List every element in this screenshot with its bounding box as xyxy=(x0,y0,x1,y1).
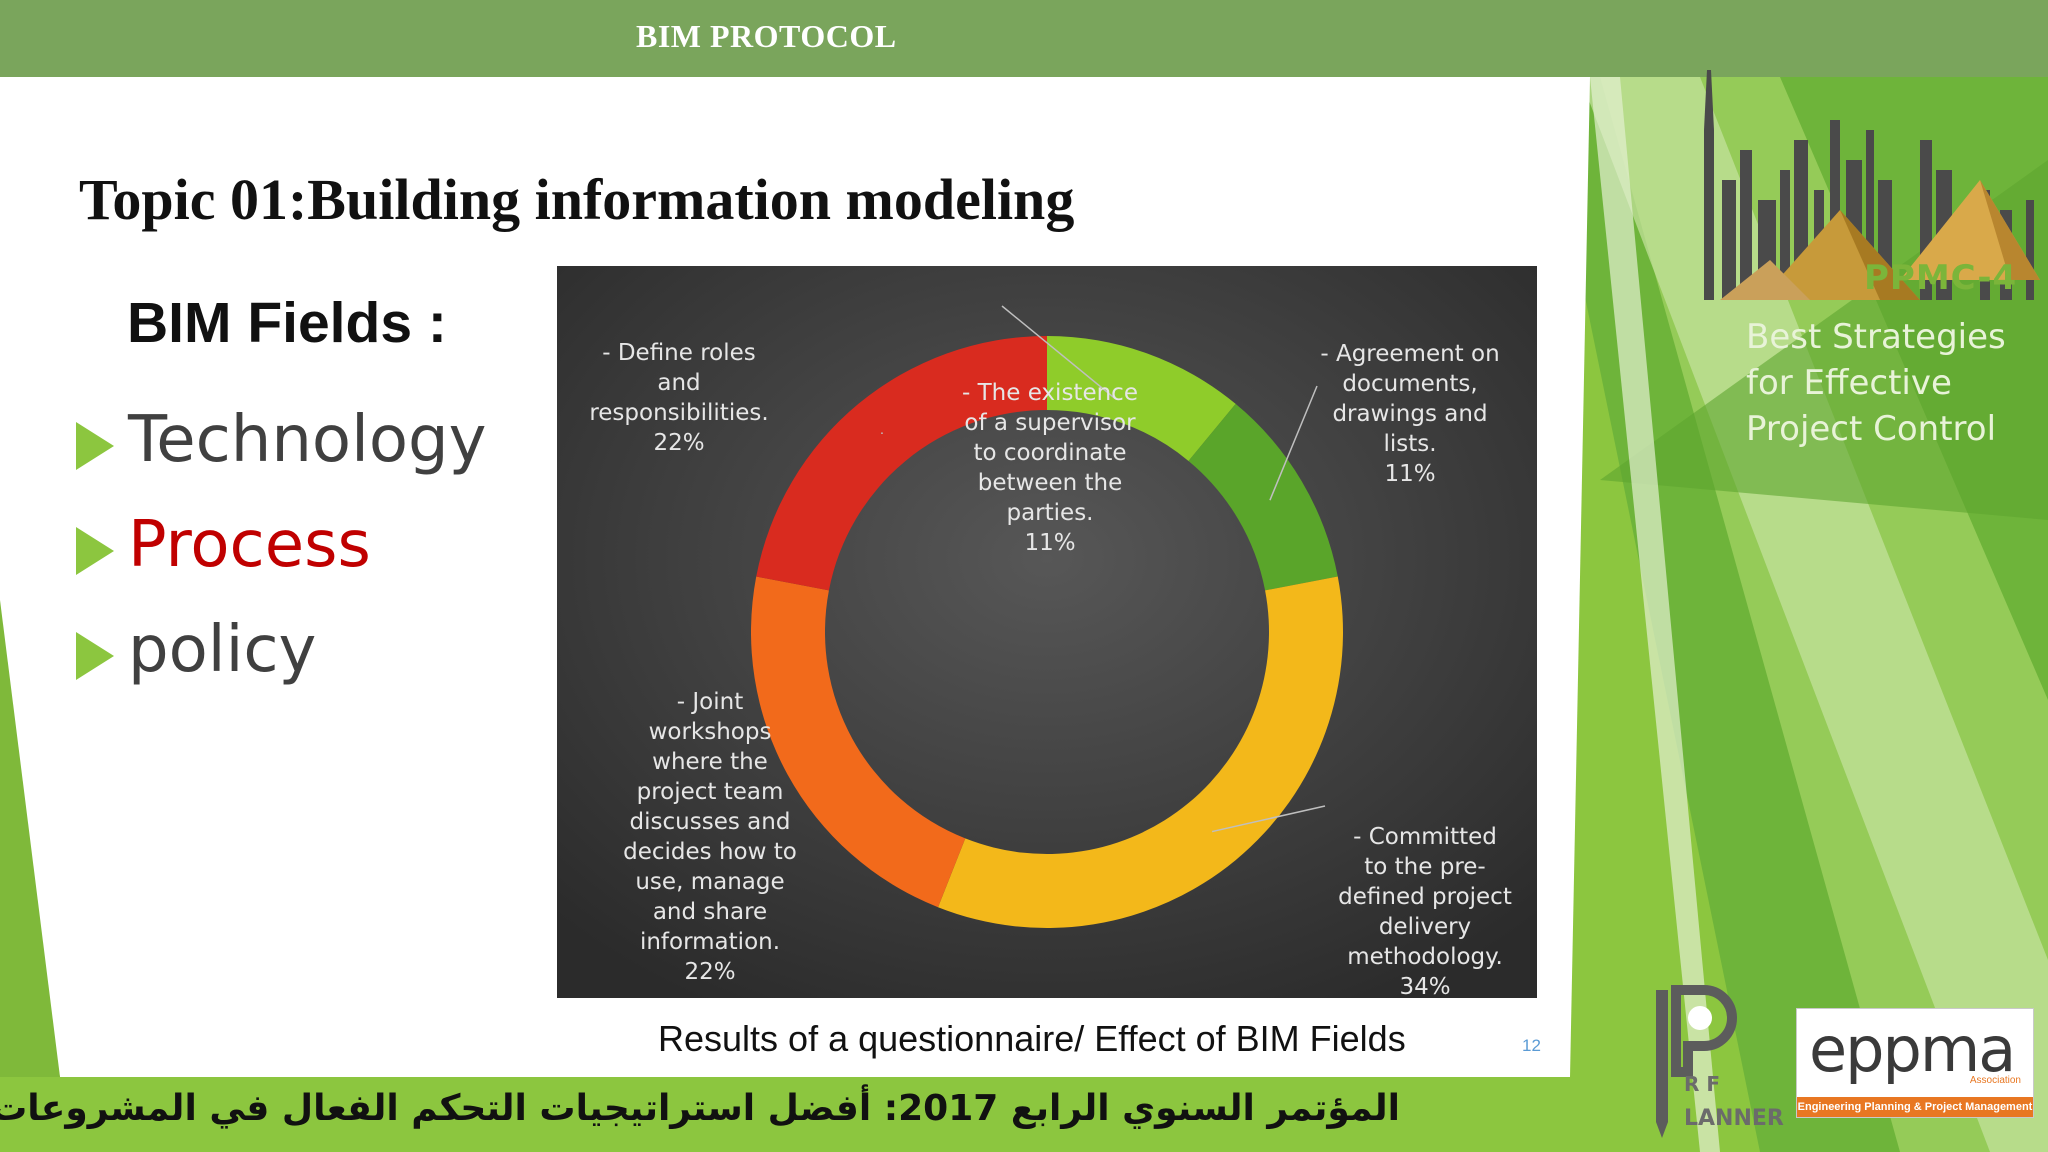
planner-logo-icon xyxy=(1656,985,1737,1138)
arabic-footer-text: المؤتمر السنوي الرابع 2017: أفضل استراتي… xyxy=(0,1088,1400,1129)
bim-fields-heading: BIM Fields : xyxy=(127,291,447,355)
leader-line xyxy=(1269,385,1318,501)
header-title: BIM PROTOCOL xyxy=(636,18,897,54)
bullet-label: Process xyxy=(128,508,371,582)
slice-label: - Joint workshops where the project team dis… xyxy=(623,689,797,985)
eppma-logo-word: eppma xyxy=(1809,1013,2016,1086)
planner-logo-text: LANNER xyxy=(1684,1106,1784,1131)
tagline: Best Strategies for Effective Project Co… xyxy=(1746,314,2046,452)
donut-slice xyxy=(1047,336,1236,461)
donut-slice xyxy=(1188,403,1338,591)
slice-label: - The existence of a supervisor to coordin… xyxy=(962,380,1138,556)
eppma-logo-association: Association xyxy=(1969,1075,2021,1086)
tagline-line: Project Control xyxy=(1746,409,1997,449)
slice-label: - Committed to the pre-defined project del… xyxy=(1338,824,1512,998)
donut-chart: - The existence of a supervisor to coordin… xyxy=(557,266,1537,998)
planner-logo-top: R F xyxy=(1684,1072,1721,1096)
leader-line xyxy=(1211,805,1326,833)
tagline-line: Best Strategies xyxy=(1746,317,2006,357)
ppmc-logo-icon xyxy=(1704,70,2040,300)
bullet-label: Technology xyxy=(128,403,487,477)
slice-label: - Define roles and responsibilities. 22% xyxy=(589,340,768,456)
eppma-logo: eppma Association Engineering Planning &… xyxy=(1796,1008,2034,1118)
slice-label: - Agreement on documents, drawings and list… xyxy=(1320,341,1499,487)
bullet-arrow-icon xyxy=(76,422,114,470)
donut-slice xyxy=(938,576,1343,928)
donut-slice xyxy=(751,576,966,908)
chart-caption: Results of a questionnaire/ Effect of BI… xyxy=(658,1018,1406,1059)
bullet-arrow-icon xyxy=(76,632,114,680)
leader-line xyxy=(1001,305,1116,399)
tagline-line: for Effective xyxy=(1746,363,1952,403)
ppmc-logo-text: PPMC-4 xyxy=(1864,258,2018,298)
eppma-logo-subtitle: Engineering Planning & Project Managemen… xyxy=(1797,1097,2033,1117)
donut-slice xyxy=(756,336,1047,591)
bullet-arrow-icon xyxy=(76,527,114,575)
slide-title: Topic 01:Building information modeling xyxy=(79,167,1075,232)
header-bar: BIM PROTOCOL xyxy=(0,0,2048,77)
page-number: 12 xyxy=(1522,1036,1541,1055)
bullet-label: policy xyxy=(128,613,317,687)
